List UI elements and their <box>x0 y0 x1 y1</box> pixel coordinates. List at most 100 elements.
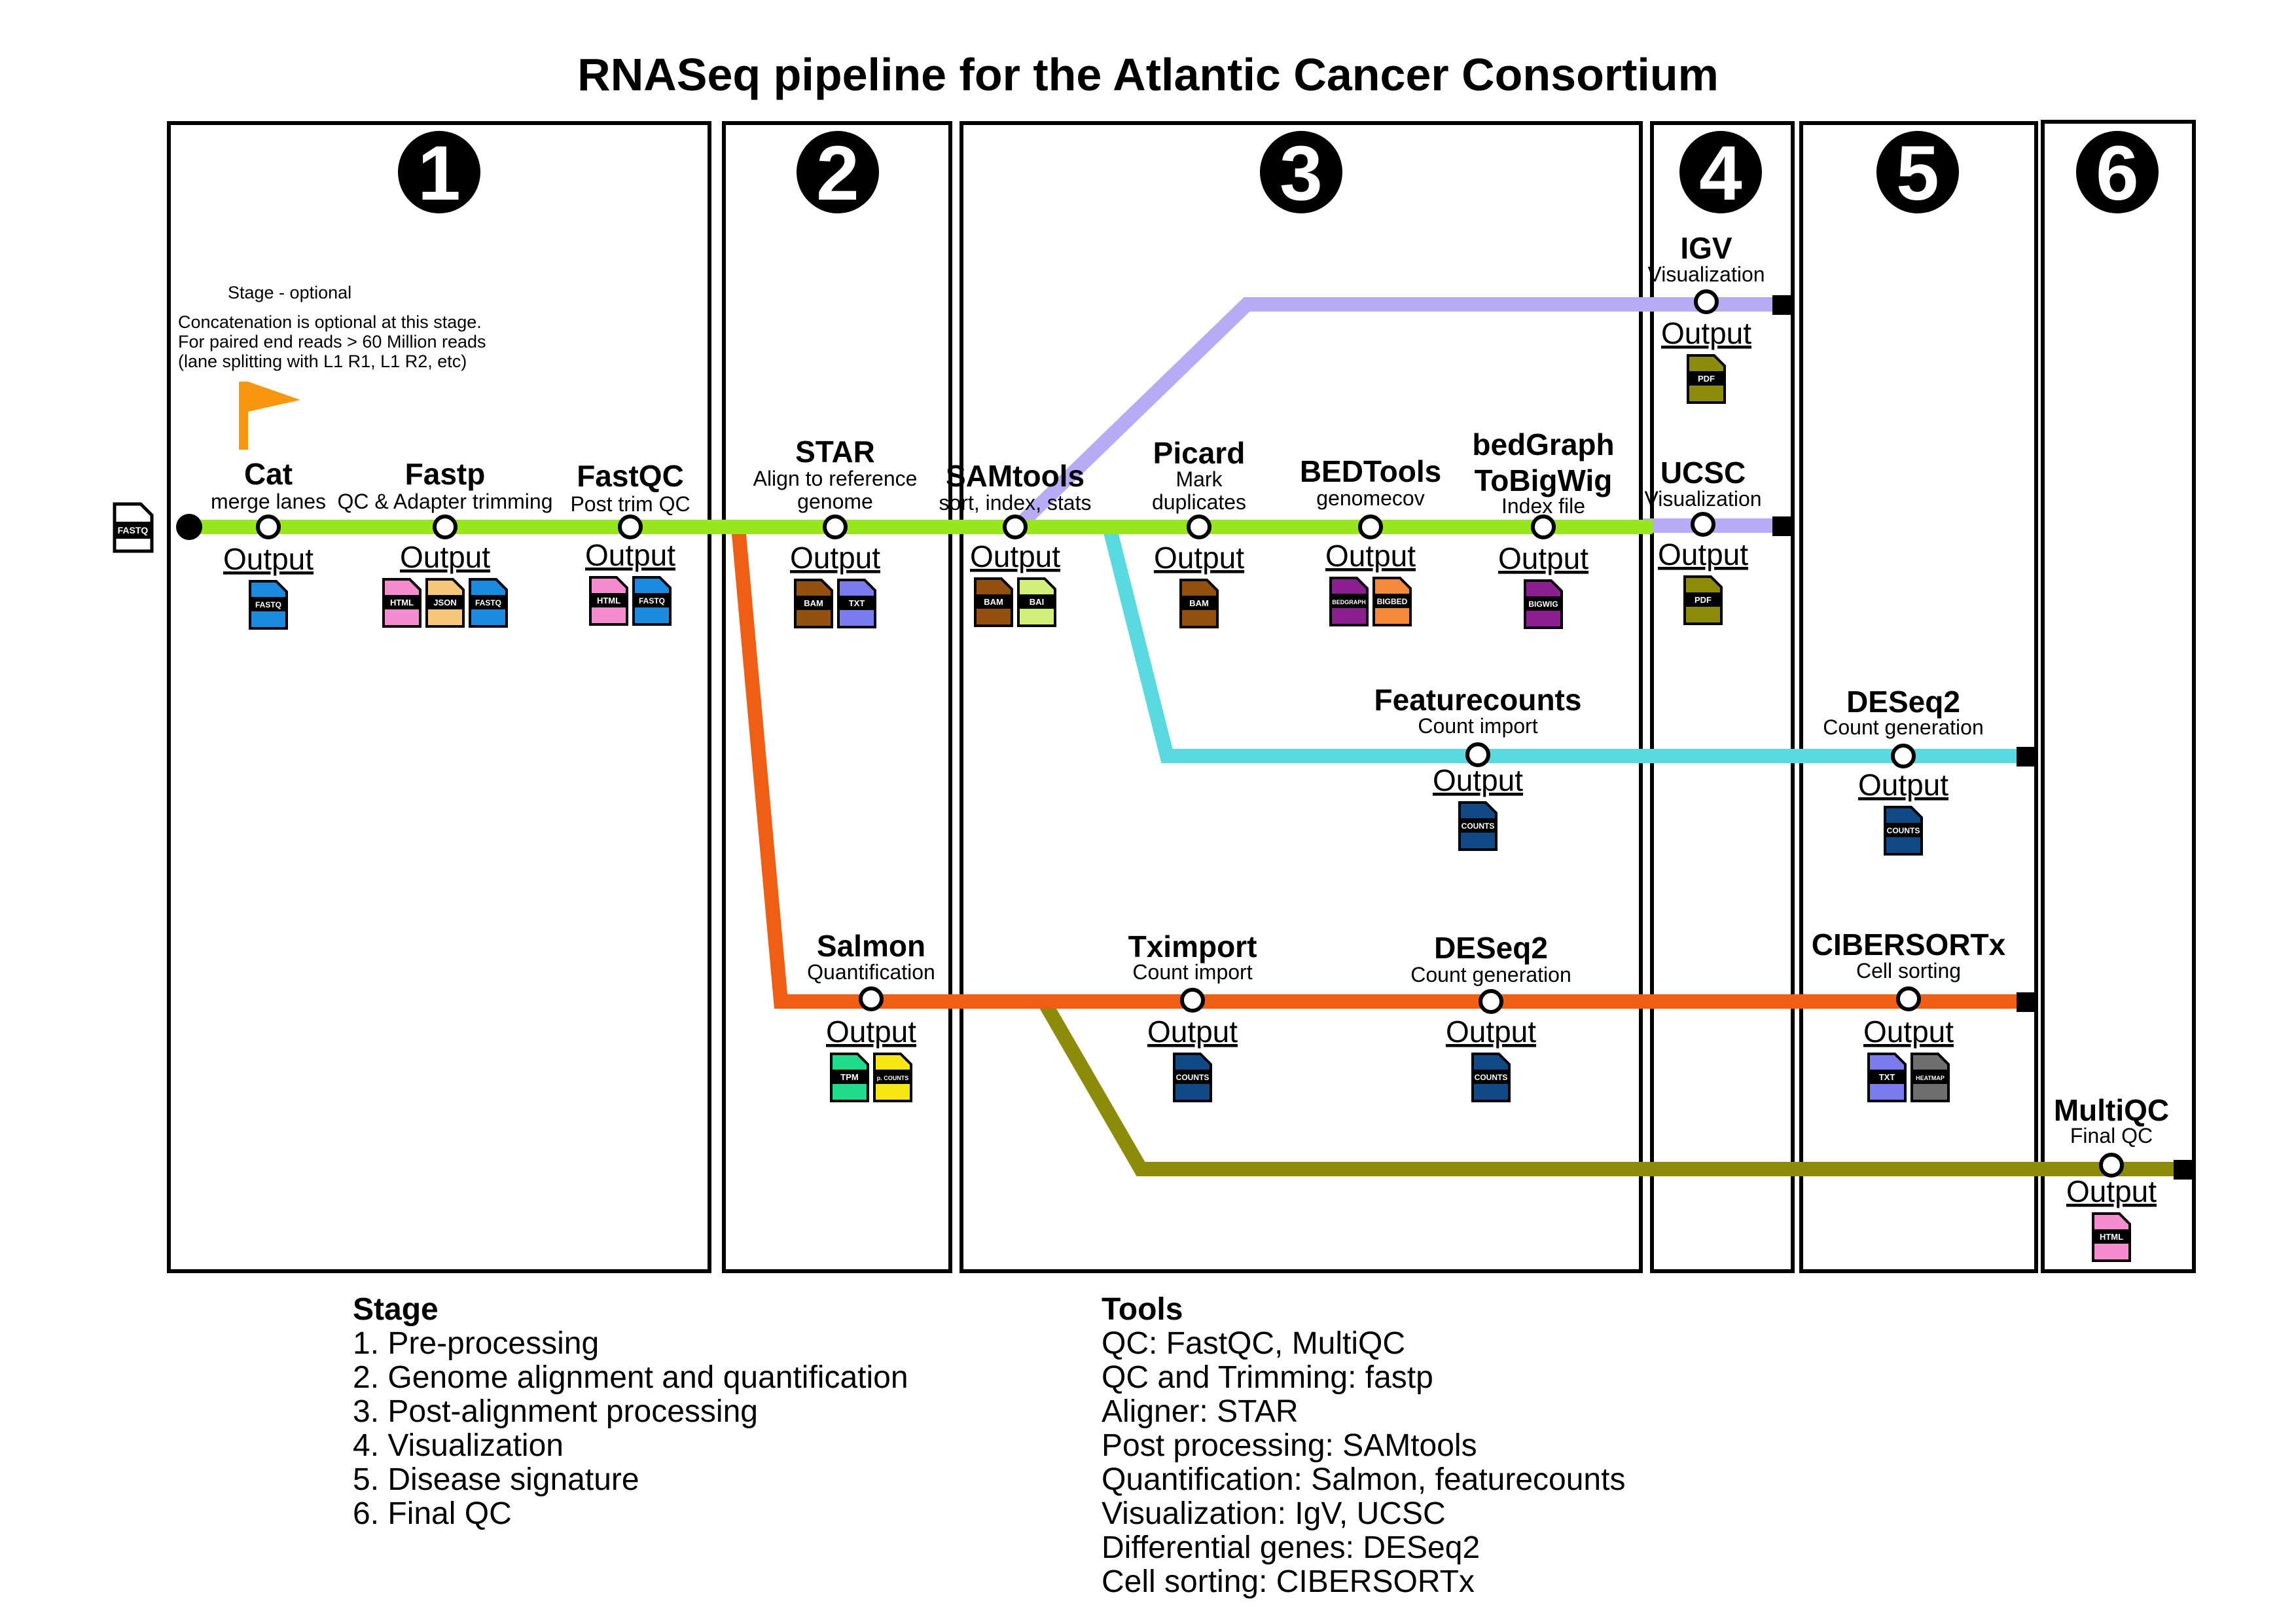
stage-4-badge: 4 <box>1679 130 1762 217</box>
file-icon-label: FASTQ <box>118 525 149 535</box>
note-line-2: For paired end reads > 60 Million reads <box>178 332 486 352</box>
multiqc-line-end <box>2174 1160 2193 1180</box>
stage-legend-item: 3. Post-alignment processing <box>353 1394 758 1429</box>
station-name: Picard <box>1153 436 1246 470</box>
tools-legend-item: Post processing: SAMtools <box>1102 1428 1477 1463</box>
station-subtitle: Index file <box>1501 494 1585 518</box>
station-name: Featurecounts <box>1374 683 1582 717</box>
multiqc-line <box>1037 998 2183 1176</box>
station-name: DESeq2 <box>1434 931 1548 965</box>
stage-3-number: 3 <box>1280 130 1323 217</box>
file-icon: FASTQ <box>632 576 672 626</box>
station-node[interactable] <box>256 514 281 539</box>
station-name: Tximport <box>1128 929 1257 964</box>
file-icon-label: HTML <box>597 596 620 605</box>
station-node[interactable] <box>618 514 643 539</box>
station-subtitle: Quantification <box>807 960 935 984</box>
stage-6-panel <box>2041 120 2196 1273</box>
output-label: Output <box>2066 1174 2157 1208</box>
stage-legend-item: 1. Pre-processing <box>353 1326 600 1361</box>
station-name: Fastp <box>405 457 486 491</box>
file-icon: HTML <box>2092 1212 2131 1262</box>
file-icon: PDF <box>1683 575 1723 625</box>
file-icon: FASTQ <box>249 580 288 630</box>
file-icon-label: BIGBED <box>1377 597 1408 606</box>
output-label: Output <box>1658 537 1748 571</box>
file-icon: COUNTS <box>1471 1053 1511 1102</box>
station-subtitle: Count import <box>1418 714 1537 738</box>
station-node[interactable] <box>1694 289 1719 314</box>
station-name: STAR <box>795 435 875 469</box>
file-icon-label: BAM <box>984 597 1003 607</box>
stage-panels <box>167 120 2196 1273</box>
flag-label: Stage - optional <box>228 283 351 302</box>
file-icon: JSON <box>425 578 465 628</box>
file-icon-label: p. COUNTS <box>877 1075 909 1081</box>
file-icon: COUNTS <box>1173 1053 1212 1102</box>
file-icon: PDF <box>1687 354 1726 404</box>
station-node[interactable] <box>1465 742 1490 767</box>
file-icon-label: PDF <box>1698 374 1715 384</box>
file-icon-label: JSON <box>433 598 456 607</box>
station-node[interactable] <box>433 514 457 539</box>
station-node[interactable] <box>1531 514 1556 539</box>
station-subtitle: Align to reference <box>753 467 918 490</box>
output-label: Output <box>1498 541 1588 575</box>
output-label: Output <box>1863 1015 1954 1049</box>
station-node[interactable] <box>823 514 848 539</box>
file-icon-label: COUNTS <box>1176 1073 1210 1082</box>
station-node[interactable] <box>1891 744 1916 768</box>
file-icon: BAM <box>1179 579 1219 628</box>
station-node[interactable] <box>1896 986 1921 1011</box>
station-name: CIBERSORTx <box>1812 928 2006 962</box>
file-icon-label: FASTQ <box>639 596 665 605</box>
pipeline-start-dot <box>176 514 202 540</box>
output-label: Output <box>826 1015 916 1049</box>
tools-legend-header: Tools <box>1102 1292 1183 1327</box>
station-name: UCSC <box>1660 456 1746 490</box>
station-name: Salmon <box>817 929 925 963</box>
station-subtitle: Visualization <box>1647 262 1765 286</box>
output-label: Output <box>1858 768 1948 802</box>
station-name: SAMtools <box>946 459 1085 493</box>
station-subtitle: Cell sorting <box>1856 959 1961 983</box>
stage-4-number: 4 <box>1699 130 1742 217</box>
file-icon: BAI <box>1017 577 1056 627</box>
file-icon: BEDGRAPH <box>1329 577 1369 626</box>
file-icon-label: COUNTS <box>1475 1073 1508 1082</box>
file-icon: HTML <box>382 578 422 628</box>
tools-legend-item: QC and Trimming: fastp <box>1102 1360 1433 1395</box>
station-subtitle: Final QC <box>2070 1124 2153 1147</box>
station-node[interactable] <box>1187 514 1211 539</box>
station-node[interactable] <box>1003 514 1028 539</box>
file-icon: HTML <box>589 576 628 626</box>
station-subtitle: Count generation <box>1410 963 1571 986</box>
station-node[interactable] <box>1479 989 1503 1014</box>
station-node[interactable] <box>1691 512 1715 537</box>
station-node[interactable] <box>2099 1153 2124 1178</box>
station-node[interactable] <box>1358 514 1383 539</box>
file-icon: BAM <box>794 579 833 628</box>
salmon-line-end <box>2017 992 2036 1012</box>
stage-1-panel <box>167 121 711 1273</box>
station-node[interactable] <box>1180 988 1205 1013</box>
file-icon-label: TXT <box>1879 1072 1895 1082</box>
station-node[interactable] <box>859 986 884 1011</box>
